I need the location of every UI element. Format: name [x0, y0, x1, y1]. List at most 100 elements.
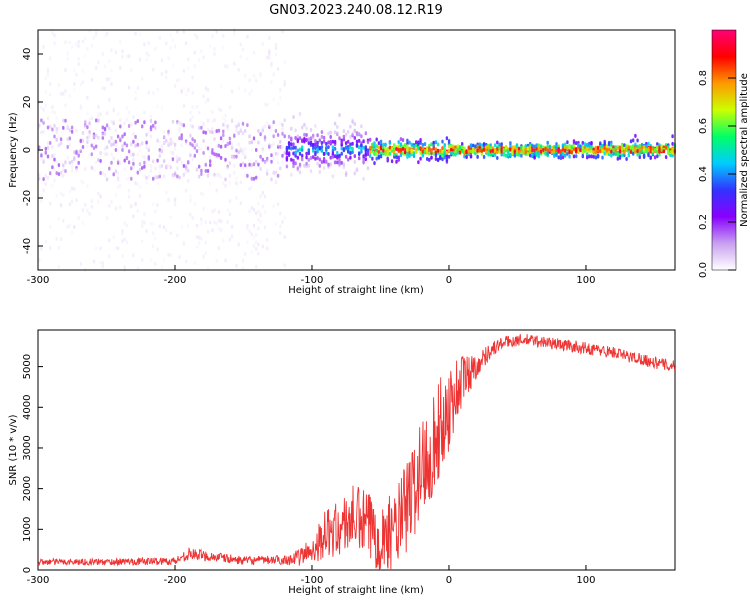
heatmap-cell	[307, 141, 310, 146]
heatmap-cell	[255, 159, 258, 164]
heatmap-cell	[191, 215, 194, 220]
heatmap-cell	[263, 210, 267, 215]
heatmap-cell	[70, 159, 74, 164]
heatmap-cell	[51, 105, 54, 110]
heatmap-cell	[92, 35, 96, 40]
heatmap-cell	[507, 152, 510, 157]
heatmap-cell	[561, 152, 565, 157]
heatmap-cell	[664, 145, 668, 150]
heatmap-cell	[476, 148, 479, 153]
heatmap-cell	[472, 143, 475, 148]
heatmap-cell	[226, 220, 229, 225]
heatmap-cell	[379, 151, 383, 156]
heatmap-cell	[274, 173, 278, 177]
heatmap-cell	[136, 266, 139, 271]
heatmap-cell	[312, 155, 315, 160]
heatmap-cell	[132, 139, 135, 144]
heatmap-cell	[226, 166, 229, 171]
heatmap-cell	[362, 159, 365, 164]
heatmap-cell	[568, 150, 571, 155]
heatmap-cell	[318, 138, 321, 143]
heatmap-cell	[162, 134, 166, 139]
heatmap-cell	[202, 206, 205, 211]
heatmap-cell	[147, 174, 150, 179]
heatmap-cell	[327, 145, 330, 150]
colorbar-tick-label: 0.4	[698, 166, 709, 182]
heatmap-cell	[272, 156, 275, 160]
heatmap-cell	[406, 151, 409, 156]
heatmap-cell	[182, 172, 186, 177]
heatmap-cell	[215, 221, 218, 226]
heatmap-cell	[215, 129, 218, 134]
heatmap-cell	[566, 146, 569, 150]
heatmap-cell	[426, 148, 429, 152]
heatmap-cell	[189, 194, 192, 198]
heatmap-cell	[331, 139, 335, 144]
heatmap-cell	[176, 159, 179, 164]
heatmap-cell	[77, 57, 80, 61]
heatmap-cell	[152, 221, 155, 226]
heatmap-cell	[149, 134, 153, 139]
heatmap-cell	[97, 199, 100, 204]
heatmap-cell	[141, 154, 144, 159]
heatmap-cell	[103, 127, 107, 132]
heatmap-cell	[138, 167, 142, 172]
heatmap-cell	[108, 77, 111, 82]
heatmap-cell	[316, 161, 319, 166]
heatmap-cell	[200, 49, 203, 54]
heatmap-cell	[257, 140, 260, 145]
heatmap-cell	[309, 140, 313, 145]
heatmap-cell	[329, 130, 332, 135]
heatmap-cell	[99, 171, 102, 175]
heatmap-cell	[73, 87, 76, 92]
heatmap-cell	[123, 141, 126, 146]
heatmap-cell	[200, 221, 203, 226]
heatmap-cells	[38, 28, 676, 272]
heatmap-cell	[217, 173, 221, 178]
heatmap-cell	[257, 251, 260, 256]
heatmap-cell	[281, 145, 284, 149]
heatmap-cell	[206, 173, 210, 178]
heatmap-cell	[294, 150, 297, 155]
heatmap-cell	[268, 55, 271, 60]
heatmap-cell	[586, 152, 589, 157]
heatmap-cell	[114, 169, 118, 174]
heatmap-cell	[285, 151, 289, 156]
heatmap-cell	[162, 257, 166, 262]
heatmap-cell	[447, 144, 451, 149]
heatmap-cell	[132, 165, 135, 170]
heatmap-cell	[559, 150, 563, 154]
heatmap-cell	[287, 141, 291, 146]
heatmap-cell	[187, 168, 190, 173]
heatmap-cell	[235, 196, 238, 201]
heatmap-cell	[191, 143, 194, 148]
heatmap-cell	[664, 155, 668, 160]
heatmap-cell	[121, 134, 124, 139]
heatmap-cell	[103, 86, 107, 91]
heatmap-cell	[217, 153, 221, 158]
heatmap-cell	[388, 145, 392, 150]
heatmap-cell	[259, 166, 262, 171]
heatmap-cell	[108, 97, 111, 102]
heatmap-cell	[239, 54, 242, 59]
heatmap-cell	[160, 144, 164, 149]
colorbar-tick-label: 0.8	[698, 70, 709, 86]
heatmap-cell	[97, 135, 100, 140]
heatmap-cell	[138, 32, 142, 37]
heatmap-cell	[99, 159, 102, 163]
heatmap-cell	[169, 33, 172, 38]
heatmap-cell	[97, 158, 100, 162]
heatmap-cell	[634, 133, 637, 138]
spectrogram-xlabel: Height of straight line (km)	[288, 285, 424, 296]
heatmap-cell	[419, 147, 422, 152]
heatmap-cell	[204, 100, 207, 105]
heatmap-cell	[119, 205, 122, 210]
heatmap-cell	[195, 104, 199, 109]
heatmap-cell	[167, 131, 170, 136]
heatmap-cell	[596, 145, 600, 150]
heatmap-cell	[149, 119, 153, 123]
heatmap-cell	[292, 115, 295, 120]
heatmap-cell	[182, 240, 186, 245]
heatmap-cell	[152, 231, 155, 236]
heatmap-cell	[500, 142, 503, 147]
